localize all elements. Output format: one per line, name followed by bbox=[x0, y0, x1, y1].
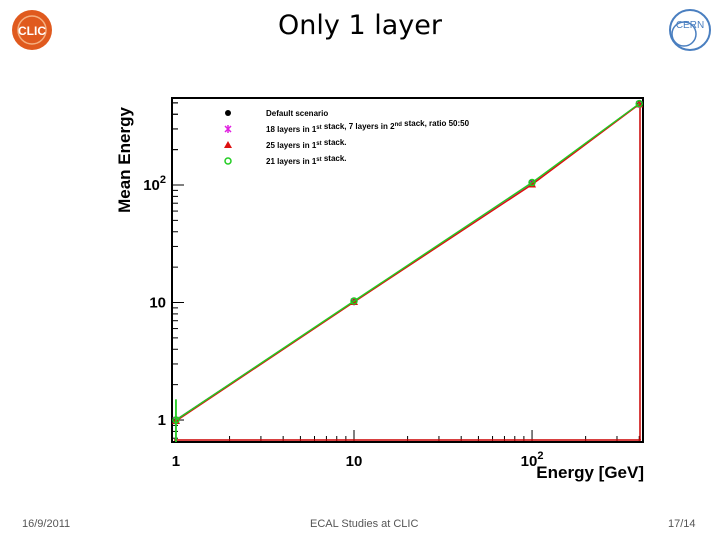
data-point bbox=[224, 157, 232, 165]
plot-frame bbox=[171, 97, 644, 443]
slide-title: Only 1 layer bbox=[278, 10, 442, 41]
legend-entry-label: 25 layers in 1st stack. bbox=[266, 138, 347, 150]
data-point bbox=[224, 125, 232, 133]
footer-date: 16/9/2011 bbox=[22, 518, 71, 530]
data-series bbox=[171, 99, 644, 442]
svg-text:CERN: CERN bbox=[676, 20, 704, 31]
data-point bbox=[635, 99, 643, 108]
data-point bbox=[225, 110, 231, 116]
data-point bbox=[350, 297, 358, 305]
svg-text:CLIC: CLIC bbox=[18, 24, 46, 38]
y-tick-label: 1 bbox=[158, 412, 166, 429]
legend-entry-label: Default scenario bbox=[266, 109, 328, 118]
clic-logo: CLIC bbox=[12, 10, 52, 50]
series-line-star bbox=[175, 103, 640, 421]
x-tick-label: 10 bbox=[346, 453, 363, 470]
footer-page-number: 17/14 bbox=[668, 518, 696, 530]
legend-entry-label: 21 layers in 1st stack. bbox=[266, 154, 347, 166]
series-line-circle bbox=[175, 103, 640, 421]
data-point bbox=[528, 178, 536, 187]
series-line-triangle bbox=[175, 103, 640, 422]
cern-logo: CERN bbox=[669, 9, 711, 51]
x-axis-title: Energy [GeV] bbox=[536, 463, 644, 482]
y-tick-label: 102 bbox=[143, 174, 166, 194]
legend-entry-label: 18 layers in 1st stack, 7 layers in 2nd … bbox=[266, 119, 470, 134]
footer-title: ECAL Studies at CLIC bbox=[310, 518, 419, 530]
data-point bbox=[172, 416, 180, 424]
x-tick-label: 1 bbox=[172, 453, 180, 470]
series-line-open-circle bbox=[175, 103, 640, 421]
data-point bbox=[528, 180, 537, 188]
y-tick-label: 10 bbox=[149, 295, 166, 312]
y-axis-title: Mean Energy bbox=[115, 107, 134, 213]
data-point bbox=[224, 141, 232, 148]
